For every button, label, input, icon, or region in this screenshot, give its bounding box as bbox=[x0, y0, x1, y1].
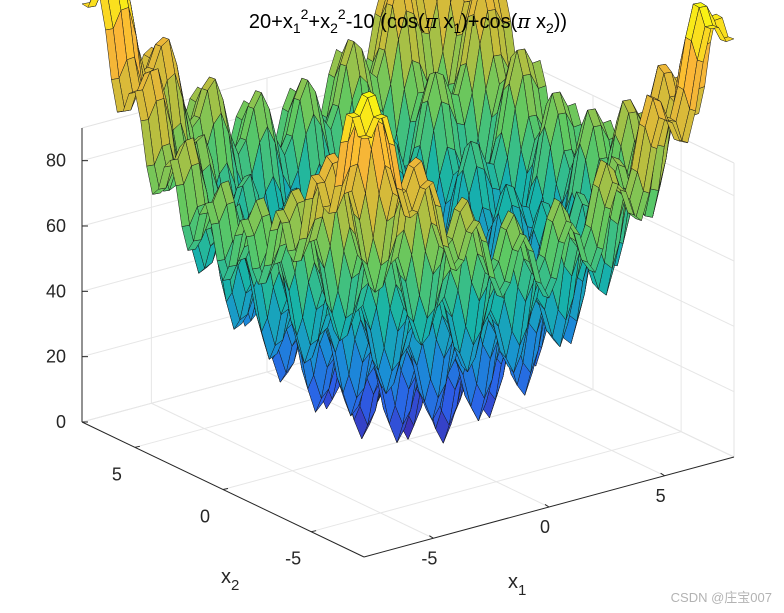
chart-title: 20+x12+x22-10 (cos(π x1)+cos(π x2)) bbox=[249, 6, 567, 36]
x-tick-label: 0 bbox=[540, 517, 550, 537]
surface-patch bbox=[357, 135, 372, 140]
x-axis-label: x1 bbox=[508, 571, 526, 599]
y-tick-label: -5 bbox=[285, 549, 301, 569]
y-tick-label: 0 bbox=[200, 507, 210, 527]
grid-line bbox=[310, 431, 682, 533]
z-tick-label: 40 bbox=[46, 281, 66, 301]
z-tick-label: 20 bbox=[46, 347, 66, 367]
surface-patch bbox=[87, 0, 99, 8]
x-tick-mark bbox=[544, 503, 550, 508]
y-tick-mark bbox=[134, 445, 140, 448]
watermark: CSDN @庄宝007 bbox=[671, 590, 772, 605]
y-tick-mark bbox=[222, 488, 229, 490]
y-tick-label: 5 bbox=[112, 464, 122, 484]
x-tick-label: -5 bbox=[421, 548, 437, 568]
z-tick-label: 60 bbox=[46, 216, 66, 236]
surface-plot bbox=[81, 0, 735, 444]
x-tick-mark bbox=[660, 472, 665, 477]
tick-labels: -5 0 5 -5 0 5 0 20 40 60 80 bbox=[46, 151, 666, 569]
z-tick-label: 0 bbox=[56, 412, 66, 432]
x-tick-label: 5 bbox=[656, 486, 666, 506]
x-tick-mark bbox=[429, 535, 434, 539]
y-tick-mark bbox=[311, 530, 317, 533]
y-axis-label: x2 bbox=[221, 566, 239, 594]
z-tick-label: 80 bbox=[46, 151, 66, 171]
